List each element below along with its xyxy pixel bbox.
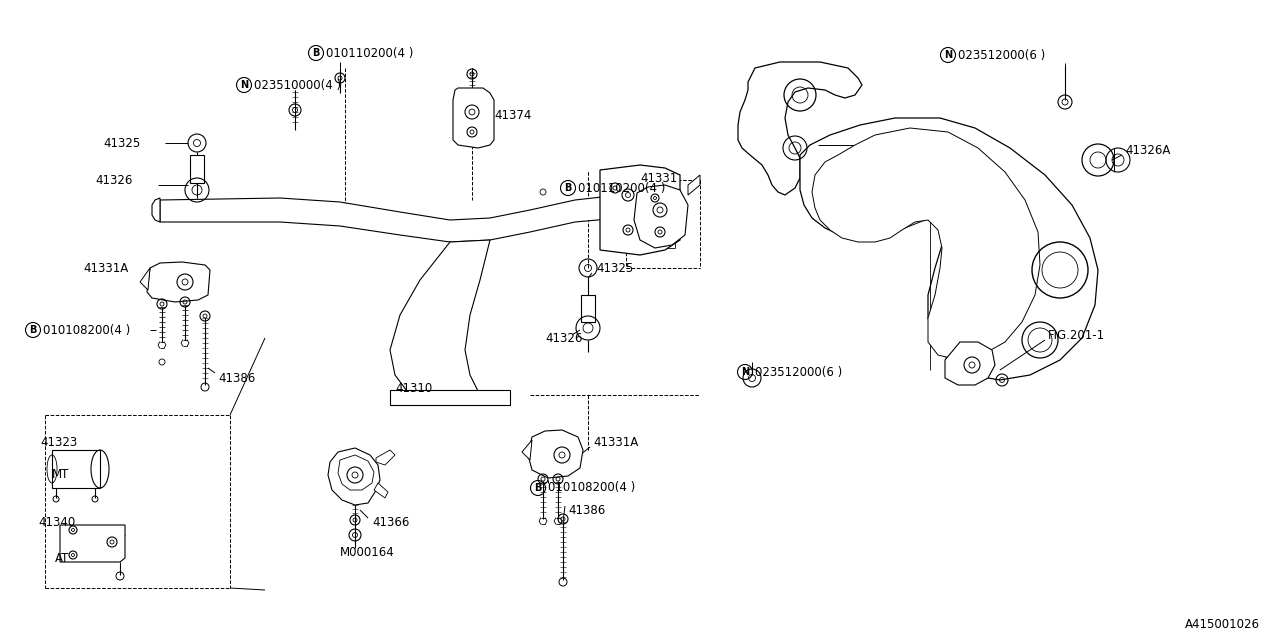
Polygon shape	[152, 198, 160, 222]
Text: 41323: 41323	[40, 436, 77, 449]
Text: M000164: M000164	[340, 545, 394, 559]
Text: 41325: 41325	[102, 136, 141, 150]
Polygon shape	[390, 390, 509, 405]
Polygon shape	[522, 440, 532, 460]
Text: 41386: 41386	[218, 371, 255, 385]
Text: 41386: 41386	[568, 504, 605, 516]
Text: 41331A: 41331A	[593, 435, 639, 449]
Text: MT: MT	[52, 468, 69, 481]
Text: 41325: 41325	[596, 262, 634, 275]
Text: N: N	[741, 367, 749, 377]
Text: 41326: 41326	[545, 332, 582, 344]
Polygon shape	[60, 525, 125, 562]
Text: 41340: 41340	[38, 515, 76, 529]
Text: B: B	[312, 48, 320, 58]
Text: B: B	[564, 183, 572, 193]
Text: 010110200(4 ): 010110200(4 )	[326, 47, 413, 60]
Polygon shape	[800, 118, 1098, 380]
Text: B: B	[534, 483, 541, 493]
Text: A415001026: A415001026	[1185, 618, 1260, 632]
Polygon shape	[147, 262, 210, 302]
Polygon shape	[529, 430, 582, 478]
Text: 023512000(6 ): 023512000(6 )	[755, 365, 842, 378]
Polygon shape	[374, 483, 388, 498]
Polygon shape	[160, 195, 620, 242]
Text: 41331A: 41331A	[83, 262, 128, 275]
Polygon shape	[328, 448, 380, 505]
Polygon shape	[390, 240, 495, 400]
Text: 41326: 41326	[95, 173, 132, 186]
Polygon shape	[338, 455, 374, 490]
Text: 010108200(4 ): 010108200(4 )	[44, 323, 131, 337]
Text: 41326A: 41326A	[1125, 143, 1170, 157]
Polygon shape	[453, 88, 494, 148]
Polygon shape	[689, 175, 700, 195]
Text: N: N	[239, 80, 248, 90]
Polygon shape	[812, 128, 1039, 360]
Text: 023510000(4 ): 023510000(4 )	[253, 79, 342, 92]
Polygon shape	[376, 450, 396, 465]
Polygon shape	[189, 155, 204, 183]
Text: 41331: 41331	[640, 172, 677, 184]
Polygon shape	[945, 342, 995, 385]
Polygon shape	[581, 295, 595, 322]
Polygon shape	[600, 165, 680, 255]
Text: B: B	[29, 325, 37, 335]
Text: 023512000(6 ): 023512000(6 )	[957, 49, 1046, 61]
Polygon shape	[52, 450, 100, 488]
Text: 41366: 41366	[372, 516, 410, 529]
Polygon shape	[634, 185, 689, 248]
Text: FIG.201-1: FIG.201-1	[1048, 328, 1105, 342]
Text: N: N	[943, 50, 952, 60]
Text: 41374: 41374	[494, 109, 531, 122]
Text: 010108200(4 ): 010108200(4 )	[548, 481, 635, 495]
Text: 010110200(4 ): 010110200(4 )	[579, 182, 666, 195]
Text: AT: AT	[55, 552, 69, 564]
Text: 41310: 41310	[396, 381, 433, 394]
Polygon shape	[140, 268, 150, 290]
Polygon shape	[739, 62, 861, 195]
